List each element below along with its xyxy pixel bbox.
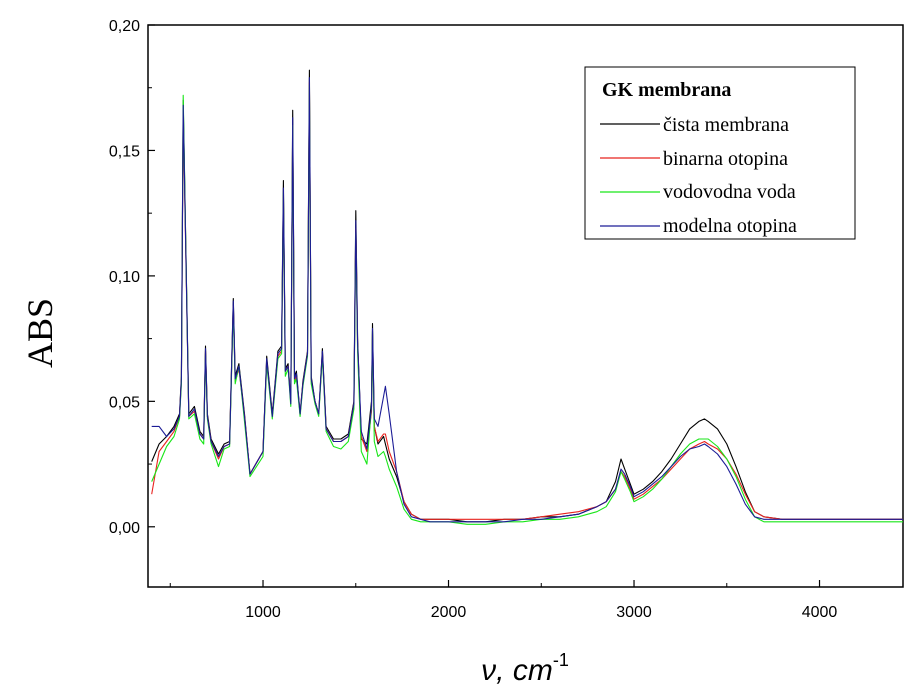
series-line-4 (151, 77, 903, 523)
x-tick-label: 4000 (802, 604, 838, 621)
legend-title: GK membrana (602, 79, 731, 101)
legend-box (584, 66, 856, 240)
legend-label-vodovodna-voda: vodovodna voda (663, 181, 796, 203)
y-tick-label: 0,05 (109, 394, 140, 411)
y-axis: 0,00 0,05 0,10 0,15 0,20 (109, 18, 155, 537)
x-axis-title: ν, cm-1 (481, 650, 569, 687)
legend-label-modelna-otopina: modelna otopina (663, 215, 797, 237)
x-tick-label: 1000 (245, 604, 281, 621)
x-tick-label: 3000 (616, 604, 652, 621)
series-layer (151, 69, 903, 525)
x-axis: 1000 2000 3000 4000 (169, 580, 838, 621)
legend: GK membrana čista membrana binarna otopi… (584, 66, 856, 240)
y-tick-label: 0,10 (109, 269, 140, 286)
x-axis-title-main: ν, cm (481, 654, 553, 687)
y-tick-label: 0,20 (109, 18, 140, 35)
y-tick-label: 0,00 (109, 520, 140, 537)
legend-label-cista-membrana: čista membrana (663, 114, 789, 136)
x-tick-label: 2000 (431, 604, 467, 621)
x-axis-title-sup: -1 (553, 650, 569, 670)
legend-label-binarna-otopina: binarna otopina (663, 148, 788, 170)
y-tick-label: 0,15 (109, 143, 140, 160)
y-axis-title: ABS (20, 298, 60, 368)
plot-frame (147, 24, 904, 588)
